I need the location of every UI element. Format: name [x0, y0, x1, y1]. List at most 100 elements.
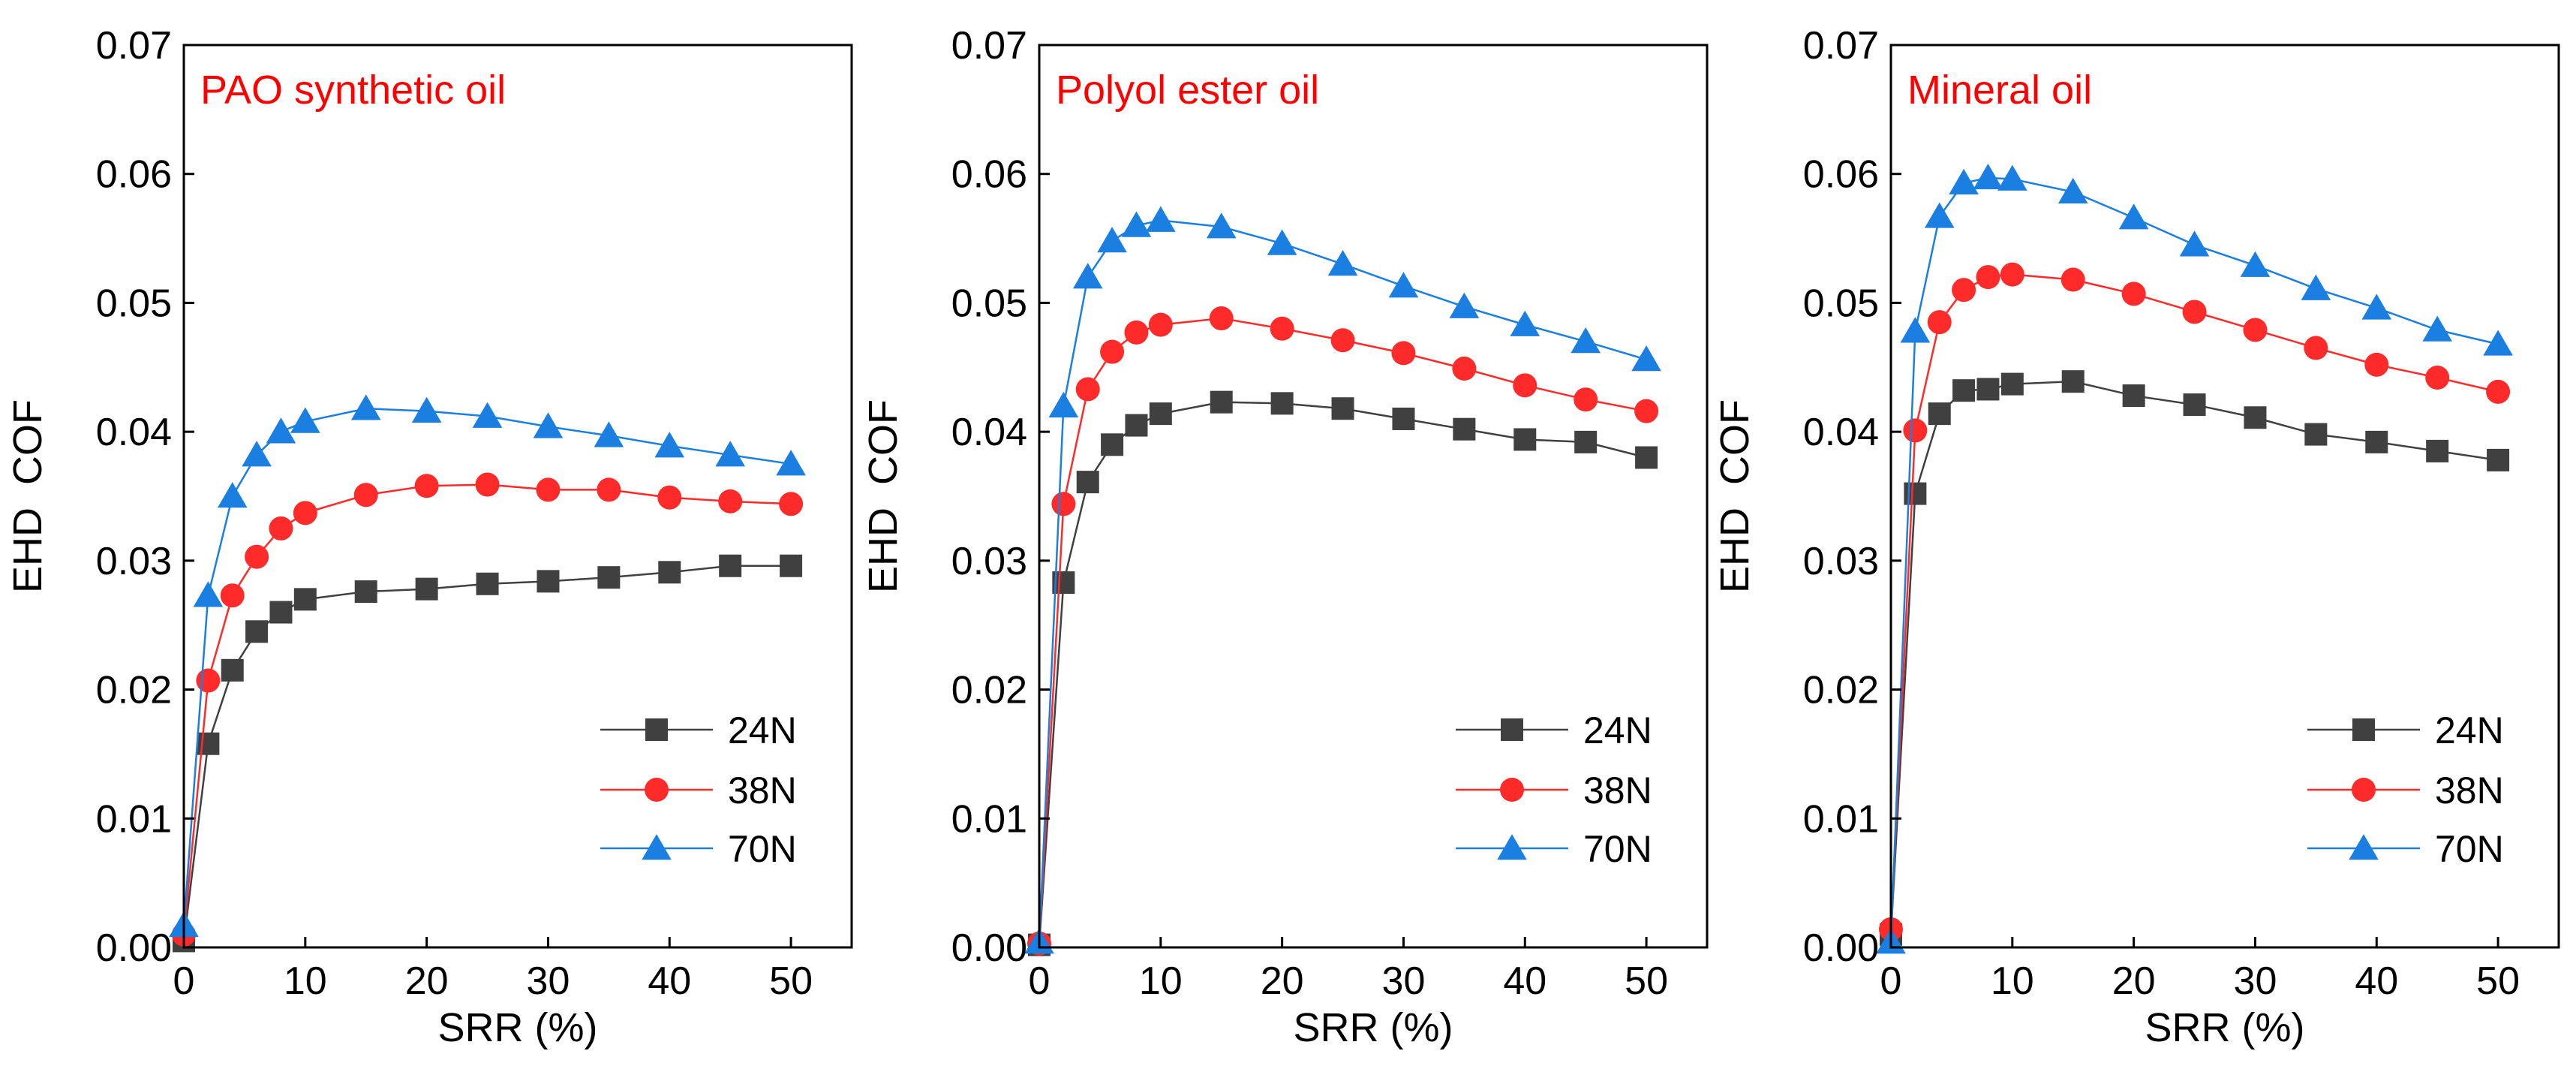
data-point-24N — [1210, 390, 1233, 414]
series-38N — [172, 472, 804, 947]
data-point-24N — [1513, 428, 1537, 451]
data-point-70N — [776, 450, 806, 476]
data-point-38N — [2060, 267, 2085, 292]
x-tick-label: 40 — [1503, 959, 1547, 1003]
data-point-24N — [1270, 392, 1294, 415]
data-point-38N — [1927, 310, 1952, 335]
data-point-70N — [2240, 251, 2271, 277]
data-point-38N — [536, 477, 561, 502]
data-point-70N — [1327, 250, 1358, 276]
legend: 24N 38N 70N — [1456, 709, 1652, 870]
data-point-70N — [1146, 206, 1176, 232]
data-point-24N — [2000, 372, 2024, 396]
panel-title: Polyol ester oil — [1056, 68, 1319, 113]
data-point-38N — [2486, 379, 2511, 404]
data-point-70N — [533, 412, 564, 438]
y-tick-label: 0.06 — [96, 153, 172, 197]
data-point-24N — [293, 588, 317, 611]
series-line-24N — [1889, 380, 2499, 935]
data-point-70N — [242, 441, 272, 467]
data-point-70N — [2057, 177, 2088, 204]
data-point-38N — [597, 477, 621, 502]
data-point-70N — [1097, 227, 1127, 253]
data-point-70N — [2118, 203, 2149, 230]
data-point-70N — [1449, 292, 1480, 318]
data-point-70N — [1997, 164, 2027, 191]
legend-item-24N: 24N — [2307, 709, 2504, 751]
y-tick-label: 0.00 — [96, 926, 172, 970]
y-tick-label: 0.07 — [951, 24, 1027, 68]
data-point-38N — [1452, 357, 1477, 381]
data-point-24N — [245, 620, 269, 643]
data-point-38N — [2121, 282, 2146, 306]
data-point-24N — [2122, 384, 2145, 408]
data-point-70N — [350, 394, 381, 420]
chart-panel-2: 0.00 0.01 0.02 0.03 0.04 0.05 0.06 0.07 0 10 20 30 4… — [861, 24, 1709, 1050]
series-70N — [1024, 206, 1661, 954]
data-point-70N — [2483, 330, 2513, 356]
legend-item-70N: 70N — [1456, 828, 1652, 870]
y-tick-label: 0.07 — [1803, 24, 1879, 68]
legend-item-70N: 70N — [2307, 828, 2504, 870]
data-point-38N — [1952, 278, 1976, 303]
plot-frame — [1889, 44, 2560, 949]
data-point-70N — [472, 402, 503, 428]
y-tick-label: 0.03 — [951, 540, 1027, 583]
data-point-38N — [2364, 352, 2389, 377]
legend-label: 24N — [728, 709, 797, 751]
data-point-24N — [221, 658, 244, 682]
y-tick-label: 0.01 — [951, 797, 1027, 841]
data-point-38N — [2304, 336, 2328, 360]
data-point-38N — [1513, 373, 1537, 398]
data-point-24N — [2426, 439, 2449, 462]
series-line-38N — [1889, 273, 2499, 930]
y-axis-title: EHD COF — [1712, 399, 1757, 593]
legend-item-38N: 38N — [1456, 769, 1652, 812]
data-point-24N — [658, 561, 681, 584]
x-tick-label: 40 — [2355, 959, 2398, 1003]
series-24N — [1028, 390, 1658, 956]
data-point-38N — [718, 489, 743, 513]
x-tick-label: 50 — [2476, 959, 2520, 1003]
data-point-70N — [217, 482, 248, 508]
plot-frame — [182, 44, 853, 949]
data-point-38N — [1148, 312, 1173, 337]
data-point-24N — [1976, 378, 2000, 401]
data-point-24N — [2304, 423, 2328, 446]
y-tick-label: 0.02 — [951, 669, 1027, 712]
y-tick-label: 0.01 — [1803, 797, 1879, 841]
legend-marker — [645, 718, 668, 741]
data-point-70N — [193, 581, 224, 607]
y-tick-label: 0.03 — [1803, 540, 1879, 583]
legend-item-24N: 24N — [600, 709, 797, 751]
legend-marker — [1501, 718, 1523, 741]
y-tick-label: 0.00 — [1803, 926, 1879, 970]
data-point-24N — [1149, 402, 1172, 426]
panel-title: Mineral oil — [1907, 68, 2092, 113]
data-point-38N — [1574, 387, 1598, 412]
legend-item-38N: 38N — [600, 769, 797, 812]
y-axis-title: EHD COF — [5, 399, 50, 593]
x-tick-label: 10 — [1991, 959, 2034, 1003]
data-point-38N — [1124, 320, 1149, 345]
x-tick-label: 30 — [1382, 959, 1426, 1003]
y-tick-label: 0.07 — [96, 24, 172, 68]
legend-marker — [645, 778, 669, 802]
data-point-24N — [1076, 471, 1099, 494]
y-tick-label: 0.04 — [1803, 411, 1879, 454]
legend-item-38N: 38N — [2307, 769, 2504, 812]
x-tick-label: 20 — [1261, 959, 1304, 1003]
data-point-70N — [1048, 391, 1079, 418]
data-point-24N — [1125, 414, 1148, 437]
data-point-38N — [1976, 265, 2000, 290]
data-point-24N — [1635, 446, 1658, 469]
legend-item-70N: 70N — [600, 828, 797, 870]
y-tick-label: 0.04 — [951, 411, 1027, 454]
data-point-24N — [1392, 407, 1415, 430]
x-tick-label: 10 — [284, 959, 327, 1003]
x-tick-label: 50 — [769, 959, 813, 1003]
data-point-38N — [1100, 339, 1125, 364]
data-point-38N — [1634, 399, 1659, 423]
data-point-70N — [715, 441, 745, 467]
